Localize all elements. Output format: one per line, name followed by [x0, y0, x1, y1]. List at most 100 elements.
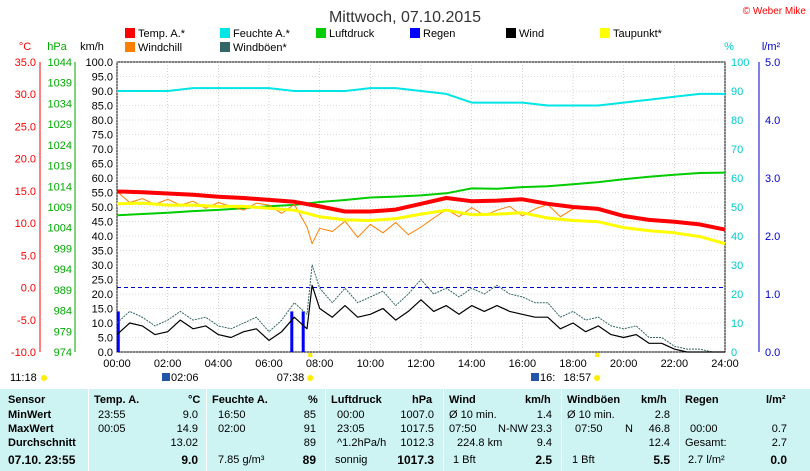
- legend-label: Temp. A.*: [138, 28, 186, 40]
- header-wind-unit: km/h: [525, 394, 551, 406]
- min-press-time: 00:00: [337, 409, 365, 421]
- axis-units: °C hPa km/h% l/m²: [19, 41, 781, 53]
- sunrise-label: 07:38: [277, 372, 305, 384]
- humidity-tick-label: 90: [731, 86, 743, 98]
- copyright-text: © Weber Mike: [743, 6, 807, 17]
- current-rain-total: 2.7 l/m²: [688, 454, 725, 466]
- temp-tick-label: 5.0: [21, 250, 36, 262]
- min-hum-time: 16:50: [218, 409, 246, 421]
- rain-tick-label: 4.0: [765, 115, 780, 127]
- legend-swatch: [220, 28, 230, 38]
- sunset-icon: [594, 375, 601, 381]
- rain-tick-label: 5.0: [765, 57, 780, 69]
- row-label-current: 07.10. 23:55: [8, 453, 76, 467]
- column-divider: [679, 389, 680, 471]
- time-tick-label: 24:00: [711, 358, 739, 370]
- day-length-label: 11:18: [10, 372, 37, 384]
- time-tick-label: 16:00: [509, 358, 537, 370]
- sunset-marker: [595, 353, 600, 357]
- current-hum-value: 89: [302, 453, 316, 467]
- total-rain-label: Gesamt:: [685, 437, 727, 449]
- rain-bar: [116, 311, 120, 352]
- legend-swatch: [220, 42, 230, 52]
- temp-tick-label: 35.0: [15, 57, 36, 69]
- header-temp-unit: °C: [188, 394, 201, 406]
- temp-tick-label: -5.0: [17, 315, 36, 327]
- pressure-tick-label: 974: [54, 347, 72, 359]
- legend-label: Wind: [519, 28, 544, 40]
- wind-tick-label: 25.0: [92, 275, 113, 287]
- temp-unit-label: °C: [19, 41, 31, 53]
- time-tick-label: 06:00: [255, 358, 283, 370]
- time-tick-label: 20:00: [610, 358, 638, 370]
- rain-tick-label: 0.0: [765, 347, 780, 359]
- moonset-icon: [531, 373, 539, 381]
- max-wind-direction: N-NW: [498, 423, 528, 435]
- min-press-value: 1007.0: [400, 409, 434, 421]
- time-tick-label: 00:00: [103, 358, 131, 370]
- current-abs-humidity: 7.85 g/m³: [218, 454, 265, 466]
- min-wind-label: Ø 10 min.: [449, 409, 497, 421]
- temp-tick-label: 15.0: [15, 186, 36, 198]
- wind-tick-label: 10.0: [92, 318, 113, 330]
- header-rain-unit: l/m²: [766, 394, 786, 406]
- header-rain: Regen: [685, 394, 719, 406]
- header-gust: Windböen: [567, 394, 621, 406]
- series-line-taupunkt: [116, 201, 726, 246]
- humidity-tick-label: 70: [731, 144, 743, 156]
- header-gust-unit: km/h: [641, 394, 667, 406]
- row-label-max: MaxWert: [8, 423, 54, 435]
- rain-bar: [290, 311, 294, 352]
- min-temp-time: 23:55: [98, 409, 126, 421]
- wind-tick-label: 30.0: [92, 260, 113, 272]
- legend-swatch: [316, 28, 326, 38]
- wind-tick-label: 20.0: [92, 289, 113, 301]
- pressure-tick-label: 1039: [48, 78, 72, 90]
- legend-label: Taupunkt*: [613, 28, 663, 40]
- time-tick-label: 18:00: [559, 358, 587, 370]
- header-sensor: Sensor: [8, 394, 46, 406]
- legend: Temp. A.* Feuchte A.* Luftdruck Regen Wind Ta…: [125, 28, 663, 54]
- temp-tick-label: 30.0: [15, 89, 36, 101]
- pressure-tick-label: 1014: [48, 181, 72, 193]
- pressure-tick-label: 1024: [48, 140, 72, 152]
- avg-press-value: 1012.3: [400, 437, 434, 449]
- wind-tick-label: 50.0: [92, 202, 113, 214]
- time-tick-label: 22:00: [661, 358, 689, 370]
- humidity-tick-label: 20: [731, 289, 743, 301]
- current-temp-value: 9.0: [181, 453, 198, 467]
- current-gust-value: 5.5: [653, 453, 670, 467]
- temp-tick-label: 0.0: [21, 283, 36, 295]
- pressure-tick-label: 1019: [48, 161, 72, 173]
- pressure-tick-label: 1029: [48, 119, 72, 131]
- current-wind-value: 2.5: [535, 453, 552, 467]
- series-line-luftdruck: [116, 171, 726, 217]
- max-rain-value: 0.7: [771, 423, 787, 435]
- row-label-avg: Durchschnitt: [8, 437, 76, 449]
- wind-tick-label: 35.0: [92, 246, 113, 258]
- wind-tick-label: 75.0: [92, 130, 113, 142]
- legend-label: Windchill: [138, 42, 182, 54]
- pressure-tick-label: 994: [54, 264, 72, 276]
- avg-temp-value: 13.02: [170, 437, 198, 449]
- weather-chart: Mittwoch, 07.10.2015 © Weber Mike Temp. …: [10, 6, 807, 384]
- temp-tick-label: 20.0: [15, 154, 36, 166]
- avg-wind-distance: 224.8 km: [457, 437, 503, 449]
- tick-labels: 35.0 30.0 25.0 20.0 15.0 10.0 5.0 0.0 -5.0 -10.0 1…: [11, 57, 780, 370]
- header-humidity: Feuchte A.: [212, 394, 268, 406]
- header-pressure: Luftdruck: [331, 394, 382, 406]
- legend-swatch: [600, 28, 610, 38]
- column-divider: [325, 389, 326, 471]
- pressure-tick-label: 979: [54, 326, 72, 338]
- wind-tick-label: 70.0: [92, 144, 113, 156]
- pressure-tick-label: 989: [54, 285, 72, 297]
- time-tick-label: 04:00: [205, 358, 233, 370]
- column-divider: [561, 389, 562, 471]
- current-press-value: 1017.3: [397, 453, 434, 467]
- event-markers: 11:18 02:06 07:38 16: 18:57: [10, 353, 601, 384]
- max-press-time: 23:05: [337, 423, 365, 435]
- wind-tick-label: 60.0: [92, 173, 113, 185]
- humidity-tick-label: 60: [731, 173, 743, 185]
- wind-tick-label: 0.0: [98, 347, 113, 359]
- min-gust-label: Ø 10 min.: [567, 409, 615, 421]
